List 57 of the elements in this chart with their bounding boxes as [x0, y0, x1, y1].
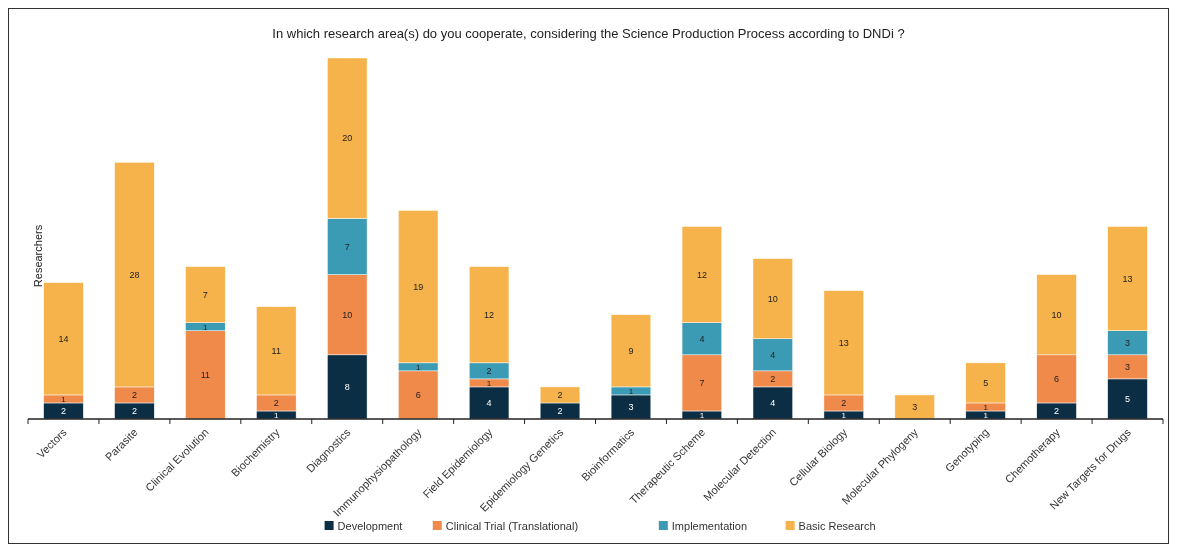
data-label: 1 — [841, 410, 847, 420]
data-label: 7 — [699, 378, 705, 389]
data-label: 4 — [699, 334, 705, 345]
data-label: 11 — [271, 346, 281, 357]
data-label: 2 — [557, 406, 563, 417]
legend-label: Implementation — [671, 520, 748, 532]
data-label: 11 — [200, 370, 211, 381]
data-label: 9 — [628, 346, 634, 357]
data-label: 12 — [484, 309, 495, 320]
data-label: 6 — [415, 390, 421, 401]
data-label: 14 — [58, 334, 69, 345]
data-label: 8 — [344, 382, 350, 393]
data-label: 2 — [486, 366, 492, 377]
data-label: 5 — [1125, 394, 1131, 405]
data-label: 10 — [767, 293, 778, 304]
legend-label: Development — [337, 520, 403, 532]
data-label: 10 — [1051, 309, 1062, 320]
data-label: 4 — [770, 350, 776, 361]
data-label: 3 — [628, 402, 634, 413]
data-label: 20 — [342, 133, 353, 144]
data-label: 12 — [696, 269, 707, 280]
bar — [894, 394, 935, 420]
chart-title: In which research area(s) do you cooperate, considering the Science Production Process according to DNDi ? — [272, 26, 905, 41]
data-label: 1 — [983, 402, 989, 412]
data-label: 3 — [912, 402, 918, 413]
data-label: 2 — [557, 390, 563, 401]
data-label: 1 — [628, 386, 634, 396]
legend-label: Basic Research — [798, 520, 876, 532]
data-label: 19 — [413, 281, 424, 292]
data-label: 3 — [1125, 338, 1131, 349]
data-label: 2 — [131, 406, 137, 417]
data-label: 1 — [203, 322, 209, 332]
data-label: 28 — [129, 269, 140, 280]
data-label: 2 — [841, 398, 847, 409]
data-label: 2 — [1054, 406, 1060, 417]
data-label: 2 — [131, 390, 137, 401]
data-label: 1 — [61, 394, 67, 404]
data-label: 3 — [1125, 362, 1131, 373]
data-label: 2 — [770, 374, 776, 385]
data-label: 4 — [770, 398, 776, 409]
data-label: 6 — [1054, 374, 1060, 385]
data-label: 7 — [202, 289, 208, 300]
y-axis-title: Researchers — [32, 224, 44, 288]
legend-label: Clinical Trial (Translational) — [445, 520, 579, 532]
data-label: 10 — [342, 309, 353, 320]
data-label: 1 — [415, 362, 421, 372]
data-label: 4 — [486, 398, 492, 409]
data-label: 13 — [1122, 273, 1133, 284]
data-label: 7 — [344, 241, 350, 252]
data-label: 1 — [486, 378, 492, 388]
data-label: 2 — [273, 398, 279, 409]
data-label: 5 — [983, 378, 989, 389]
data-label: 1 — [274, 410, 280, 420]
data-label: 13 — [838, 338, 849, 349]
data-label: 1 — [699, 410, 705, 420]
data-label: 1 — [983, 410, 989, 420]
data-label: 2 — [60, 406, 66, 417]
